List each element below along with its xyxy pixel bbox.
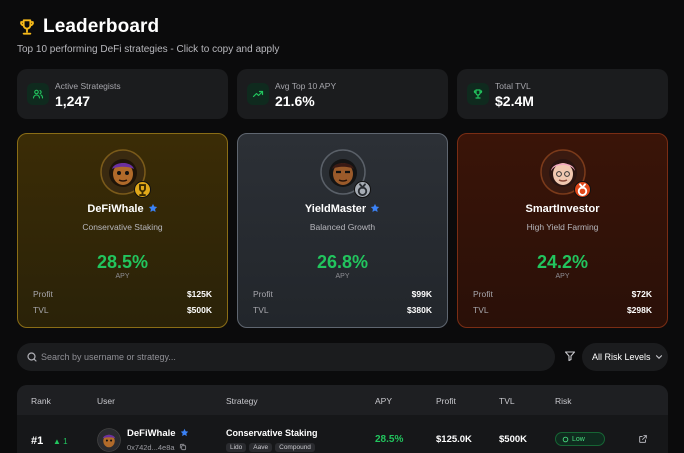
chevron-down-icon [655, 355, 663, 360]
podium-tvl-row: TVL $500K [33, 305, 212, 315]
column-header-profit: Profit [436, 396, 456, 406]
column-header-tvl: TVL [499, 396, 515, 406]
stat-active-strategists: Active Strategists 1,247 [17, 69, 228, 119]
podium-apy-label: APY [335, 273, 350, 280]
search-icon [27, 352, 37, 362]
users-icon [27, 83, 49, 105]
column-header-strategy: Strategy [226, 396, 258, 406]
gold-medal-icon [133, 181, 151, 198]
podium-apy-label: APY [115, 273, 130, 280]
rank-change: ▲ 1 [53, 437, 68, 446]
podium-tvl-row: TVL $380K [253, 305, 432, 315]
search-input[interactable] [41, 343, 541, 371]
avatar [97, 428, 121, 452]
bronze-medal-icon [573, 181, 591, 198]
podium-tvl-row: TVL $298K [473, 305, 652, 315]
verified-star-icon [371, 203, 380, 212]
stat-total-tvl: Total TVL $2.4M [457, 69, 668, 119]
avatar [319, 149, 371, 198]
page-subtitle: Top 10 performing DeFi strategies - Clic… [17, 44, 280, 55]
table-row[interactable]: #1 ▲ 1 DeFiWhale 0x742d...4e8a Conservat… [17, 415, 668, 453]
row-profit: $125.0K [436, 434, 472, 445]
podium-apy: 26.8% [316, 252, 369, 272]
table-header: Rank User Strategy APY Profit TVL Risk [17, 385, 668, 415]
stat-value: 1,247 [55, 93, 91, 109]
protocol-tag: Lido [226, 443, 247, 452]
stat-label: Total TVL [495, 81, 531, 91]
page-header: Leaderboard [17, 16, 159, 38]
podium-card-third[interactable]: SmartInvestor High Yield Farming 24.2% A… [457, 133, 668, 328]
column-header-user: User [97, 396, 115, 406]
podium-name: YieldMaster [238, 203, 447, 215]
stat-value: $2.4M [495, 93, 534, 109]
filter-icon[interactable] [564, 350, 576, 362]
podium-strategy: High Yield Farming [526, 222, 599, 232]
column-header-apy: APY [375, 396, 393, 406]
stat-label: Avg Top 10 APY [275, 81, 337, 91]
column-header-risk: Risk [555, 396, 572, 406]
podium-profit-row: Profit $125K [33, 289, 212, 299]
column-header-rank: Rank [31, 396, 51, 406]
podium-profit-row: Profit $72K [473, 289, 652, 299]
trending-up-icon [247, 83, 269, 105]
risk-level-selected: All Risk Levels [592, 352, 651, 362]
silver-medal-icon [353, 181, 371, 198]
podium-name: DeFiWhale [18, 203, 227, 215]
podium-name: SmartInvestor [525, 203, 600, 215]
external-link-icon[interactable] [638, 434, 648, 444]
podium-profit-row: Profit $99K [253, 289, 432, 299]
stat-label: Active Strategists [55, 81, 121, 91]
protocol-tag: Compound [275, 443, 315, 452]
row-strategy: Conservative Staking [226, 428, 318, 438]
podium-card-first[interactable]: DeFiWhale Conservative Staking 28.5% APY… [17, 133, 228, 328]
row-rank: #1 [31, 435, 44, 447]
trophy-icon [467, 83, 489, 105]
low-risk-icon [562, 436, 569, 442]
podium-apy: 24.2% [536, 252, 589, 272]
page-title: Leaderboard [43, 16, 160, 37]
leaderboard-table: Rank User Strategy APY Profit TVL Risk #… [17, 385, 668, 453]
podium-strategy: Balanced Growth [309, 222, 376, 232]
verified-star-icon [148, 203, 157, 212]
copy-icon[interactable] [179, 443, 187, 451]
avatar [539, 149, 591, 198]
stat-value: 21.6% [275, 93, 315, 109]
row-address: 0x742d...4e8a [127, 443, 187, 452]
search-bar [17, 343, 555, 371]
row-apy: 28.5% [375, 434, 404, 445]
stat-avg-apy: Avg Top 10 APY 21.6% [237, 69, 448, 119]
podium-strategy: Conservative Staking [82, 222, 163, 232]
row-username: DeFiWhale [127, 428, 189, 439]
podium-apy-label: APY [555, 273, 570, 280]
risk-badge: Low [555, 432, 605, 446]
risk-level-select[interactable]: All Risk Levels [582, 343, 668, 371]
verified-star-icon [180, 428, 189, 437]
protocol-tags: Lido Aave Compound [226, 443, 315, 452]
protocol-tag: Aave [249, 443, 273, 452]
row-tvl: $500K [499, 434, 527, 445]
trophy-icon [20, 19, 34, 35]
podium-card-second[interactable]: YieldMaster Balanced Growth 26.8% APY Pr… [237, 133, 448, 328]
avatar [99, 149, 151, 198]
podium-apy: 28.5% [96, 252, 149, 272]
